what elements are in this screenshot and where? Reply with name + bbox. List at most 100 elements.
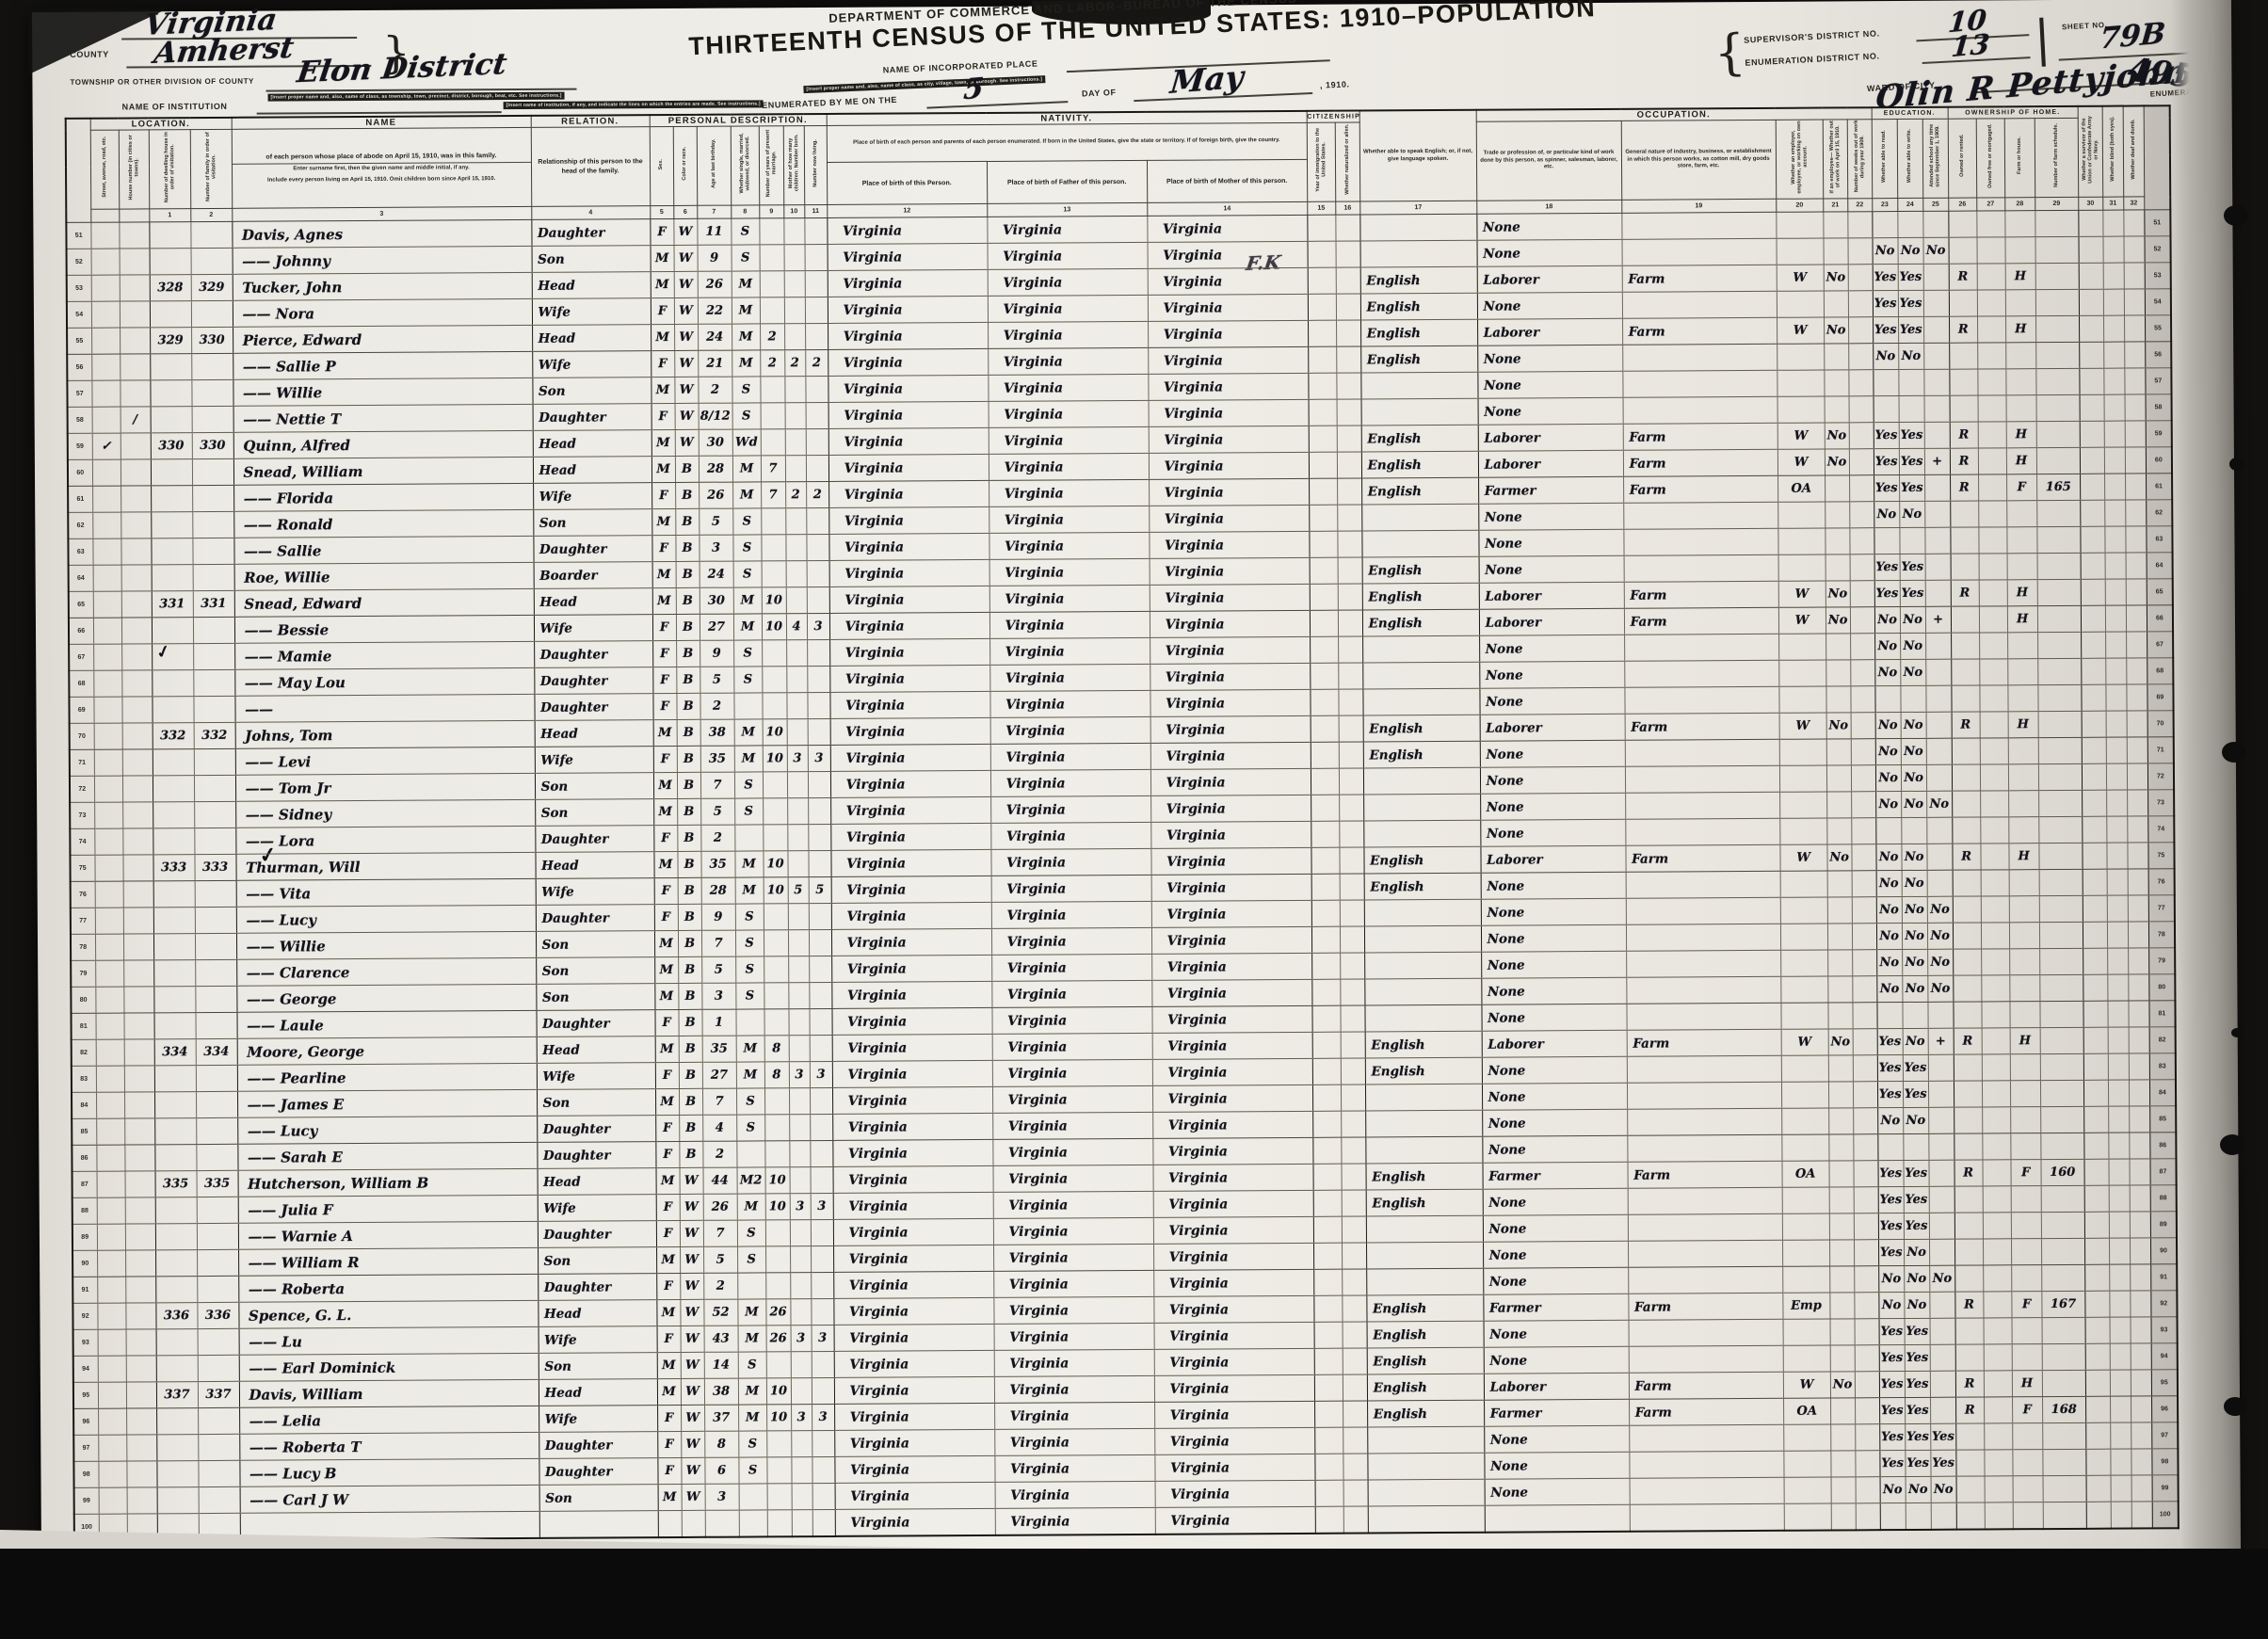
cell-ow (1829, 1239, 1855, 1266)
cell-write: No (1904, 1239, 1930, 1266)
column-number (119, 208, 150, 223)
header-years-married: Number of years of present marriage. (758, 125, 784, 205)
cell-n: 62 (68, 512, 93, 539)
cell-fh (2012, 1449, 2043, 1476)
cell-sex: F (657, 1457, 682, 1485)
cell-cl: 3 (806, 613, 830, 640)
cell-war (2085, 1502, 2112, 1529)
cell-deaf (2128, 921, 2149, 949)
cell-trade: None (1478, 529, 1624, 557)
cell-cb (785, 534, 807, 561)
cell-mar: M (737, 1298, 766, 1326)
cell-bp: Virginia (829, 744, 991, 772)
cell-sex: F (651, 350, 675, 378)
cell-sex: F (653, 877, 678, 905)
cell-rm: 55 (2145, 314, 2172, 342)
cell-age: 2 (703, 1273, 738, 1300)
cell-bp: Virginia (832, 1086, 993, 1115)
cell-ow: No (1826, 712, 1851, 740)
cell-n: 72 (69, 776, 95, 803)
cell-sch (1926, 870, 1953, 897)
table-body: 51 Davis, Agnes Daughter F W 11 S Virginia Virgi… (66, 209, 2180, 1541)
cell-age: 3 (704, 1484, 739, 1511)
cell-name: —— Ronald (233, 509, 534, 538)
cell-read: Yes (1874, 554, 1900, 581)
cell-name: —— Johnny (232, 246, 532, 275)
cell-name: —— William R (238, 1247, 539, 1277)
cell-cb (790, 1298, 812, 1326)
cell-eng (1361, 504, 1479, 532)
cell-bm: Virginia (1152, 1137, 1313, 1165)
column-number: 1 (149, 208, 191, 222)
cell-ind: Farm (1622, 317, 1777, 345)
cell-name: Spence, G. L. (238, 1300, 539, 1329)
cell-house: / (120, 406, 151, 434)
cell-name: —— Sarah E (237, 1142, 538, 1171)
cell-fh (2009, 922, 2040, 949)
cell-name: —— Nettie T (233, 404, 533, 433)
cell-emp (1782, 1239, 1830, 1267)
cell-age: 38 (700, 719, 734, 747)
cell-deaf (2123, 235, 2145, 264)
cell-street (91, 407, 121, 434)
cell-fh: F (2006, 474, 2037, 501)
cell-mort (1979, 684, 2008, 713)
cell-fh: H (2007, 711, 2038, 738)
cell-orent: R (1950, 474, 1979, 502)
cell-wks (1855, 1450, 1880, 1477)
cell-deaf (2123, 288, 2146, 316)
cell-name: —— Julia F (237, 1195, 538, 1224)
cell-mar: S (731, 217, 760, 246)
cell-war (2082, 869, 2107, 896)
cell-wks (1849, 554, 1874, 581)
cell-ind (1622, 370, 1777, 398)
cell-nat (1335, 294, 1361, 321)
cell-wks (1848, 369, 1874, 396)
cell-fam: 333 (194, 854, 236, 881)
cell-n: 83 (71, 1066, 97, 1093)
cell-cb (786, 692, 808, 719)
cell-cl (811, 1245, 834, 1273)
cell-cl (806, 587, 829, 614)
cell-read: No (1877, 1107, 1904, 1134)
cell-age: 1 (701, 1009, 736, 1036)
cell-sex: M (651, 561, 676, 588)
cell-sex: F (656, 1273, 681, 1300)
cell-ind: Farm (1626, 1029, 1781, 1057)
cell-rel: Daughter (536, 1009, 655, 1037)
cell-nat (1340, 1058, 1366, 1085)
cell-war (2085, 1396, 2111, 1423)
cell-fh (2008, 869, 2039, 896)
cell-fam (195, 1012, 237, 1039)
cell-ind (1628, 1266, 1783, 1294)
cell-bf: Virginia (989, 558, 1150, 587)
cell-trade: None (1478, 555, 1624, 584)
cell-dw (150, 458, 193, 486)
cell-read: Yes (1872, 290, 1899, 317)
cell-age: 5 (700, 798, 735, 826)
header-war: Whether a survivor of the Union or Confe… (2077, 105, 2103, 198)
cell-imm (1308, 320, 1337, 347)
cell-orent (1948, 211, 1977, 238)
cell-blind (2110, 1475, 2131, 1502)
cell-bp: Virginia (828, 480, 989, 508)
header-family: Number of family in order of visitation. (189, 129, 233, 209)
cell-age: 9 (697, 245, 732, 272)
cell-cl (804, 244, 828, 271)
cell-ow (1828, 1133, 1854, 1161)
cell-read: Yes (1876, 1028, 1903, 1055)
cell-ind (1628, 1319, 1783, 1347)
cell-col: W (681, 1431, 705, 1458)
brace-glyph: { (1713, 24, 1747, 83)
cell-name: Roe, Willie (233, 562, 534, 591)
cell-street (98, 1487, 127, 1515)
cell-sch (1927, 1054, 1954, 1082)
column-number: 13 (987, 202, 1148, 217)
cell-n: 56 (67, 354, 92, 381)
cell-imm (1307, 241, 1336, 268)
cell-rm: 88 (2149, 1184, 2177, 1212)
cell-rm: 72 (2147, 763, 2175, 790)
cell-col: W (673, 245, 698, 272)
cell-imm (1308, 399, 1337, 426)
cell-blind (2107, 922, 2129, 949)
